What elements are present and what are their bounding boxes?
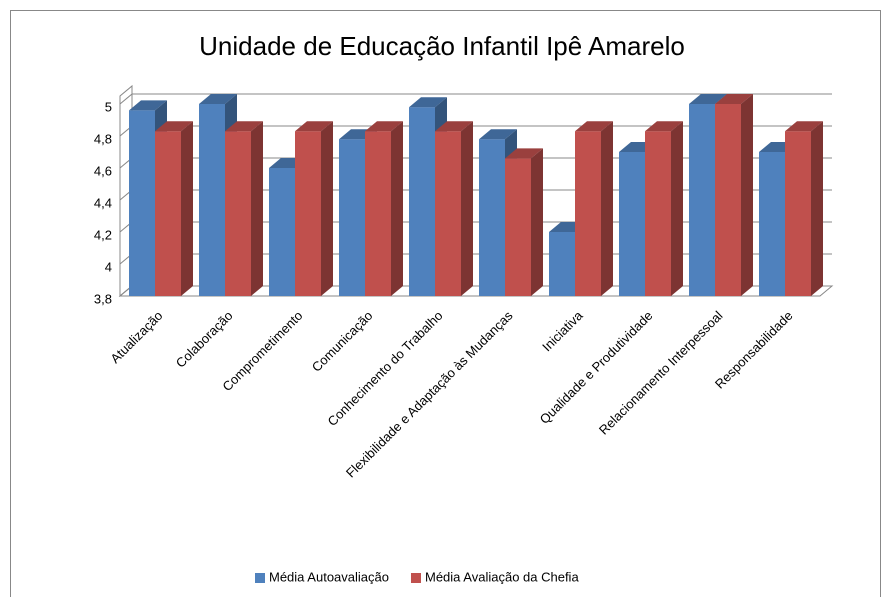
bar [129,110,155,297]
bar-top [715,94,753,104]
bar-side [531,148,543,296]
bar-top [365,121,403,132]
y-tick-label: 4,4 [94,195,112,210]
bar-side [321,121,333,296]
y-tick-label: 4 [105,259,112,274]
bar [479,139,505,296]
y-tick-label: 4,6 [94,163,112,178]
bar-top [155,121,193,132]
legend-label: Média Autoavaliação [269,569,389,584]
bar [365,131,391,296]
bar [645,131,671,296]
bar-top [575,121,613,132]
legend-label: Média Avaliação da Chefia [425,569,579,584]
bar-top [199,94,237,104]
legend-swatch [410,573,421,583]
legend-swatch [255,573,265,583]
bar-top [689,94,727,104]
bar-top [785,121,823,132]
bar [785,131,811,296]
grid-line [119,93,832,105]
y-tick-label: 5 [105,99,112,114]
bar [575,131,601,296]
bar [505,158,531,296]
bar-top [435,121,473,132]
bar-side [181,121,193,296]
bar-top [479,129,517,140]
bar [225,131,251,296]
bar-top [505,148,543,159]
bar [689,104,715,296]
bar [295,131,321,296]
bar-side [391,121,403,296]
bar-side [601,121,613,296]
bar [339,139,365,296]
bar-side [741,94,753,296]
bar [549,232,575,296]
bar [409,107,435,296]
bar-side [461,121,473,296]
bar [199,104,225,296]
bar-side [251,121,263,296]
bar-top [295,121,333,132]
bar [155,131,181,296]
bar-side [671,121,683,296]
bar-top [409,97,447,108]
bar-top [225,121,263,132]
bar-top [645,121,683,132]
bar [715,104,741,296]
y-tick-label: 4,8 [94,131,112,146]
bar-top [129,100,167,111]
y-tick-label: 4,2 [94,227,112,242]
bar [619,152,645,296]
chart-title: Unidade de Educação Infantil Ipê Amarelo [199,31,685,61]
y-tick-label: 3,8 [94,291,112,306]
bar [269,168,295,296]
bar-side [811,121,823,296]
bar [435,131,461,296]
bar [759,152,785,296]
